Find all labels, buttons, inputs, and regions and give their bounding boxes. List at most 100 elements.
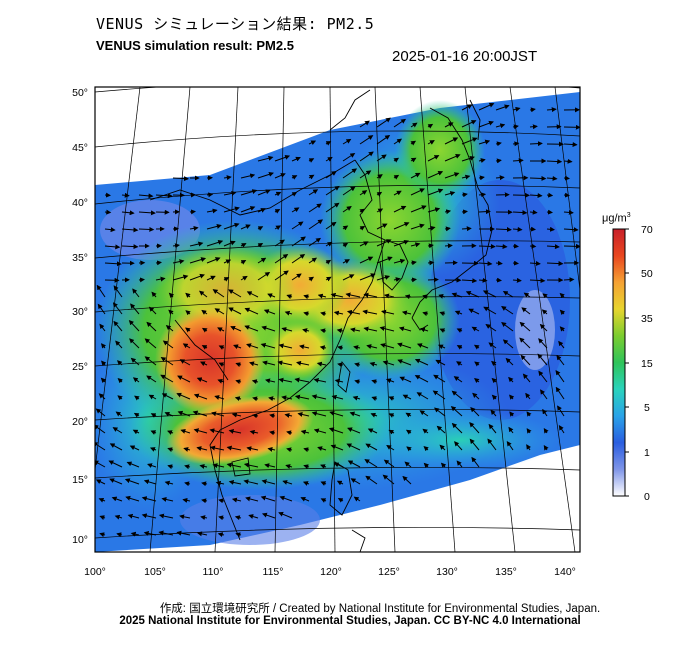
wind-arrow [189, 209, 196, 215]
wind-arrow [121, 210, 135, 216]
wind-arrow [210, 445, 225, 451]
wind-arrow [410, 188, 425, 196]
wind-arrow [376, 208, 384, 214]
wind-arrow [546, 244, 560, 250]
wind-arrow [246, 291, 259, 298]
wind-arrow [359, 256, 374, 264]
wind-arrow [308, 158, 315, 163]
wind-arrow [369, 361, 378, 367]
wind-arrow [405, 412, 412, 418]
wind-arrow [427, 123, 434, 129]
wind-arrow [99, 532, 106, 538]
wind-arrow [325, 276, 332, 282]
wind-arrow [244, 307, 259, 315]
wind-arrow [121, 244, 139, 250]
wind-arrow [246, 343, 259, 349]
wind-arrow [427, 243, 434, 249]
wind-arrow [155, 260, 162, 266]
wind-vectors [95, 102, 580, 538]
wind-arrow [397, 359, 412, 366]
wind-arrow [296, 360, 310, 366]
wind-arrow [109, 443, 123, 451]
wind-arrow [410, 277, 417, 283]
wind-arrow [240, 243, 247, 248]
wind-arrow [526, 411, 532, 417]
wind-arrow [291, 221, 304, 230]
wind-arrow [168, 292, 175, 299]
colorbar: 70 50 35 15 5 1 0 [612, 224, 653, 503]
wind-arrow [308, 189, 319, 196]
wind-arrow [243, 462, 259, 468]
wind-arrow [234, 396, 242, 402]
wind-arrow [129, 338, 140, 349]
wind-arrow [353, 345, 361, 351]
wind-arrow [267, 446, 276, 452]
wind-arrow [125, 495, 140, 502]
wind-arrow [274, 225, 282, 231]
forecast-datetime: 2025-01-16 20:00JST [392, 48, 538, 65]
wind-arrow [184, 464, 191, 470]
graticule [95, 87, 580, 552]
wind-arrow [563, 175, 570, 181]
wind-arrow [141, 513, 157, 519]
wind-arrow [179, 359, 191, 366]
wind-arrow [112, 427, 123, 434]
wind-arrow [508, 426, 514, 434]
wind-arrow [512, 260, 519, 266]
wind-arrow [325, 185, 340, 196]
wind-arrow [383, 459, 395, 468]
wind-arrow [422, 428, 429, 434]
wind-arrow [130, 303, 140, 315]
wind-arrow [434, 407, 446, 417]
colorbar-tick: 5 [644, 402, 650, 414]
wind-arrow [526, 444, 531, 451]
wind-arrow [240, 173, 256, 179]
wind-arrow [261, 512, 276, 519]
wind-arrow [325, 171, 337, 179]
wind-arrow [473, 344, 480, 350]
wind-arrow [334, 378, 344, 384]
wind-arrow [456, 361, 463, 367]
wind-arrow [461, 174, 471, 180]
wind-arrow [132, 377, 140, 383]
wind-arrow [456, 345, 463, 350]
concentration-field [95, 92, 580, 552]
wind-arrow [155, 276, 166, 282]
wind-arrow [555, 386, 565, 400]
wind-arrow [189, 273, 205, 281]
wind-arrow [291, 236, 306, 247]
wind-arrow [495, 158, 502, 164]
wind-arrow [393, 205, 407, 213]
wind-arrow [223, 190, 237, 196]
wind-arrow [423, 462, 430, 469]
wind-arrow [542, 408, 548, 417]
wind-arrow [303, 294, 310, 300]
wind-arrow [245, 496, 259, 502]
wind-arrow [342, 206, 352, 213]
wind-arrow [214, 308, 225, 315]
wind-arrow [410, 122, 418, 128]
wind-arrow [347, 427, 361, 434]
wind-arrow [416, 343, 429, 349]
wind-arrow [512, 210, 528, 216]
wind-arrow [116, 532, 123, 538]
wind-arrow [563, 227, 579, 233]
wind-arrow [346, 309, 361, 315]
wind-arrow [206, 208, 218, 214]
wind-arrow [365, 443, 378, 451]
wind-arrow [410, 205, 427, 213]
wind-arrow [376, 191, 383, 197]
wind-arrow [330, 444, 344, 451]
wind-arrow [265, 378, 276, 384]
wind-arrow [235, 379, 242, 385]
wind-arrow [393, 258, 406, 264]
wind-arrow [235, 362, 242, 368]
wind-arrow [278, 343, 293, 349]
wind-arrow [196, 377, 208, 383]
wind-arrow [172, 243, 180, 249]
wind-arrow [161, 497, 174, 502]
wind-arrow [376, 223, 388, 230]
wind-arrow [529, 243, 537, 249]
wind-arrow [380, 343, 395, 349]
wind-arrow [444, 172, 460, 179]
